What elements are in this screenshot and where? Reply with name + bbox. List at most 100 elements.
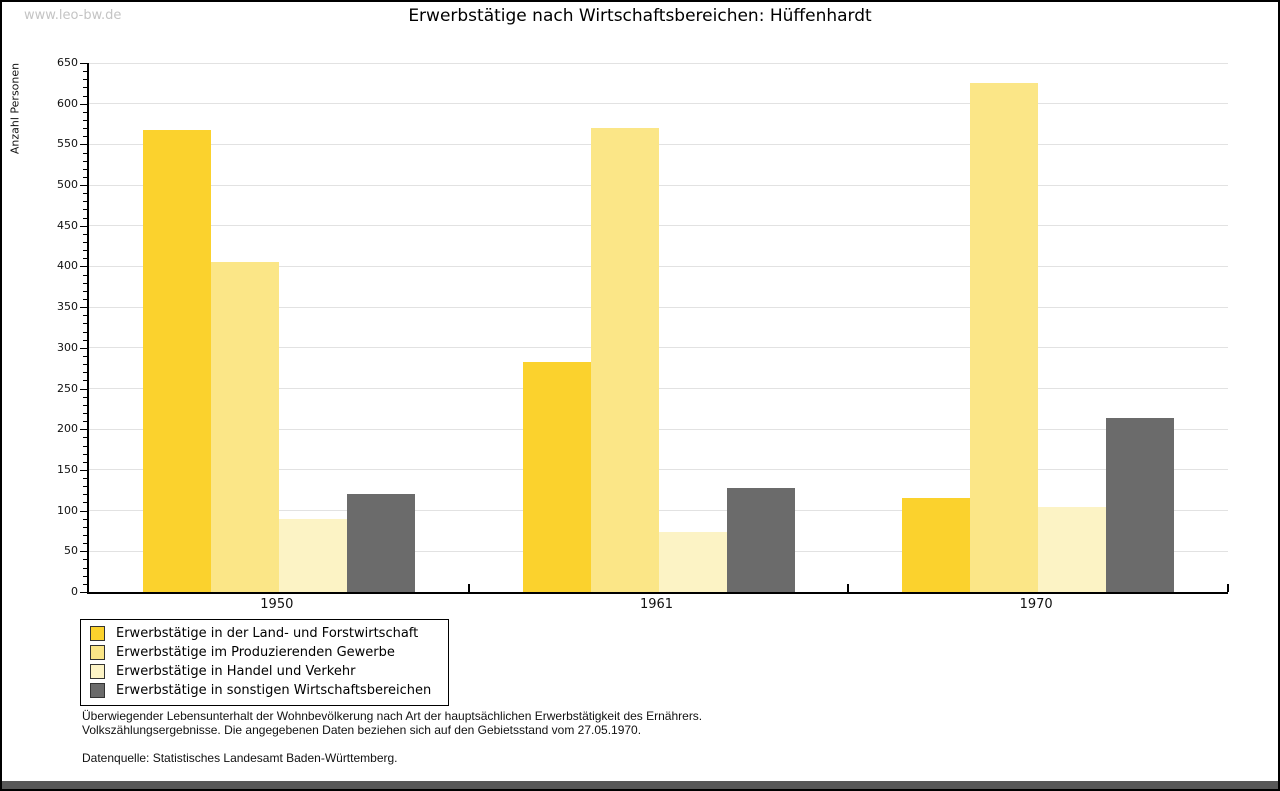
bar-1961-series-2	[590, 128, 659, 592]
y-minor-tick-460	[83, 217, 87, 219]
y-minor-tick-160	[83, 461, 87, 463]
y-major-tick-500	[80, 185, 87, 187]
legend-swatch-2	[90, 645, 105, 660]
y-minor-tick-30	[83, 567, 87, 569]
legend-label-3: Erwerbstätige in Handel und Verkehr	[116, 664, 356, 679]
gridline-300	[89, 347, 1228, 349]
y-minor-tick-280	[83, 364, 87, 366]
watermark-url: www.leo-bw.de	[24, 8, 122, 23]
y-tick-label-200: 200	[57, 422, 78, 436]
y-tick-label-50: 50	[64, 544, 78, 558]
y-tick-label-100: 100	[57, 503, 78, 517]
y-minor-tick-540	[83, 152, 87, 154]
y-minor-tick-560	[83, 136, 87, 138]
x-category-label-1950: 1950	[260, 597, 294, 612]
y-tick-label-450: 450	[57, 218, 78, 232]
y-minor-tick-170	[83, 453, 87, 455]
bar-1950-series-3	[278, 518, 347, 592]
y-major-tick-650	[80, 63, 87, 64]
y-tick-label-650: 650	[57, 56, 78, 69]
x-category-label-1961: 1961	[639, 597, 674, 612]
x-boundary-tick-1	[467, 584, 470, 592]
y-minor-tick-470	[83, 209, 87, 211]
y-minor-tick-110	[83, 502, 87, 504]
gridline-550	[89, 143, 1228, 145]
y-major-tick-50	[80, 551, 87, 553]
y-minor-tick-330	[83, 323, 87, 325]
y-minor-tick-510	[83, 176, 87, 178]
y-minor-tick-310	[83, 339, 87, 341]
y-minor-tick-10	[83, 583, 87, 585]
y-major-tick-400	[80, 266, 87, 268]
y-minor-tick-190	[83, 437, 87, 439]
y-minor-tick-570	[83, 128, 87, 130]
legend-item-3: Erwerbstätige in Handel und Verkehr	[81, 662, 448, 681]
y-minor-tick-610	[83, 95, 87, 97]
footnote-block: Überwiegender Lebensunterhalt der Wohnbe…	[82, 709, 702, 765]
y-major-tick-200	[80, 429, 87, 431]
bar-1961-series-3	[658, 531, 727, 592]
legend-label-2: Erwerbstätige im Produzierenden Gewerbe	[116, 645, 395, 660]
footnote-line-2: Volkszählungsergebnisse. Die angegebenen…	[82, 723, 642, 737]
y-minor-tick-230	[83, 404, 87, 406]
y-minor-tick-80	[83, 526, 87, 528]
y-minor-tick-530	[83, 160, 87, 162]
y-minor-tick-480	[83, 201, 87, 203]
legend: Erwerbstätige in der Land- und Forstwirt…	[80, 619, 449, 706]
x-boundary-tick-3	[1227, 584, 1229, 592]
y-tick-label-550: 550	[57, 137, 78, 151]
y-major-tick-550	[80, 144, 87, 146]
bar-1950-series-1	[142, 129, 211, 592]
y-minor-tick-390	[83, 274, 87, 276]
y-tick-label-300: 300	[57, 340, 78, 354]
y-axis-label: Anzahl Personen	[8, 62, 22, 155]
y-minor-tick-90	[83, 518, 87, 520]
legend-label-1: Erwerbstätige in der Land- und Forstwirt…	[116, 626, 419, 641]
y-minor-tick-490	[83, 193, 87, 195]
gridline-350	[89, 306, 1228, 308]
legend-item-4: Erwerbstätige in sonstigen Wirtschaftsbe…	[81, 681, 448, 700]
y-major-tick-100	[80, 510, 87, 512]
y-minor-tick-440	[83, 233, 87, 235]
y-minor-tick-40	[83, 559, 87, 561]
data-source: Datenquelle: Statistisches Landesamt Bad…	[82, 751, 398, 765]
bar-1970-series-3	[1038, 507, 1107, 592]
y-minor-tick-60	[83, 543, 87, 545]
y-minor-tick-360	[83, 299, 87, 300]
y-major-tick-350	[80, 307, 87, 309]
bar-1950-series-2	[210, 261, 279, 592]
bottom-scrollbar	[2, 781, 1278, 789]
y-minor-tick-290	[83, 355, 87, 357]
y-minor-tick-130	[83, 486, 87, 488]
y-minor-tick-260	[83, 380, 87, 382]
y-major-tick-150	[80, 469, 87, 471]
legend-swatch-3	[90, 664, 105, 679]
y-major-tick-300	[80, 347, 87, 349]
y-minor-tick-240	[83, 396, 87, 398]
y-major-tick-250	[80, 388, 87, 390]
y-minor-tick-590	[83, 111, 87, 113]
bar-1961-series-1	[522, 361, 591, 592]
y-minor-tick-120	[83, 494, 87, 496]
y-tick-label-250: 250	[57, 381, 78, 395]
y-minor-tick-410	[83, 258, 87, 260]
y-tick-label-0: 0	[71, 585, 78, 598]
gridline-250	[89, 388, 1228, 390]
y-minor-tick-140	[83, 478, 87, 480]
plot-area	[87, 62, 1229, 594]
gridline-500	[89, 184, 1228, 186]
y-minor-tick-520	[83, 168, 87, 170]
y-minor-tick-320	[83, 331, 87, 333]
y-tick-label-350: 350	[57, 300, 78, 314]
y-minor-tick-620	[83, 87, 87, 89]
page-title: Erwerbstätige nach Wirtschaftsbereichen:…	[408, 6, 872, 26]
y-minor-tick-630	[83, 79, 87, 81]
y-minor-tick-180	[83, 445, 87, 447]
gridline-650	[89, 62, 1228, 64]
gridline-100	[89, 510, 1228, 512]
bar-1970-series-1	[902, 497, 971, 592]
y-minor-tick-210	[83, 421, 87, 423]
gridline-400	[89, 265, 1228, 267]
gridline-600	[89, 103, 1228, 105]
